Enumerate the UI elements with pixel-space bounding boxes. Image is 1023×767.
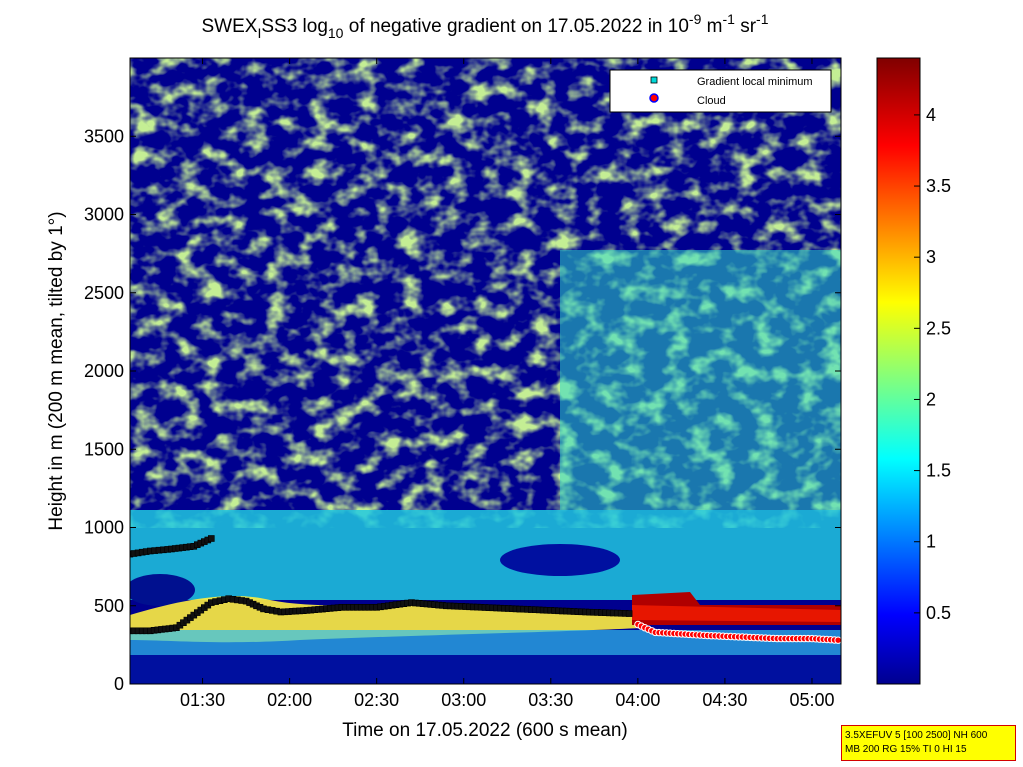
y-tick-label: 500	[94, 596, 124, 616]
legend-cloud-label: Cloud	[697, 95, 726, 107]
x-axis-title: Time on 17.05.2022 (600 s mean)	[342, 720, 628, 741]
x-tick-label: 04:30	[702, 690, 747, 710]
gradient-minimum-point	[208, 535, 215, 542]
y-tick-label: 3000	[84, 205, 124, 225]
colorbar-axis: 0.5 1 1.5 2 2.5 3 3.5 4	[914, 105, 951, 623]
x-axis: 01:30 02:00 02:30 03:00 03:30 04:00 04:30 05:00	[180, 58, 834, 710]
x-tick-label: 03:00	[441, 690, 486, 710]
colorbar-tick-label: 1	[926, 532, 936, 552]
legend-gradient-label: Gradient local minimum	[697, 76, 813, 88]
legend-cloud-marker	[649, 93, 659, 103]
x-tick-label: 02:00	[267, 690, 312, 710]
colorbar-tick-label: 2	[926, 389, 936, 409]
y-tick-label: 2000	[84, 361, 124, 381]
x-tick-label: 03:30	[528, 690, 573, 710]
gradient-minimum-point	[625, 610, 633, 617]
x-tick-label: 04:00	[615, 690, 660, 710]
y-tick-label: 1000	[84, 518, 124, 538]
y-tick-label: 0	[114, 674, 124, 694]
colorbar-tick-label: 3.5	[926, 176, 951, 196]
y-tick-label: 3500	[84, 126, 124, 146]
y-tick-label: 2500	[84, 283, 124, 303]
info-line-2: MB 200 RG 15% TI 0 HI 15	[845, 744, 967, 755]
chart-title: SWEXISS3 log10 of negative gradient on 1…	[202, 11, 769, 41]
legend: Gradient local minimum Cloud	[609, 69, 832, 113]
colorbar	[876, 57, 921, 685]
cloud-point	[834, 636, 841, 644]
info-box: 3.5XEFUV 5 [100 2500] NH 600 MB 200 RG 1…	[841, 725, 1016, 761]
heatmap-field	[130, 58, 841, 684]
info-line-1: 3.5XEFUV 5 [100 2500] NH 600	[845, 730, 988, 741]
legend-gradient-marker	[650, 76, 658, 84]
colorbar-tick-label: 2.5	[926, 318, 951, 338]
colorbar-tick-label: 3	[926, 247, 936, 267]
y-axis-title: Height in m (200 m mean, tilted by 1°)	[46, 211, 67, 530]
marks-layer	[130, 535, 841, 644]
y-tick-label: 1500	[84, 439, 124, 459]
x-tick-label: 05:00	[789, 690, 834, 710]
colorbar-tick-label: 4	[926, 105, 936, 125]
x-tick-label: 02:30	[354, 690, 399, 710]
colorbar-tick-label: 1.5	[926, 461, 951, 481]
y-axis: 0 500 1000 1500 2000 2500 3000 3500	[84, 126, 841, 694]
colorbar-tick-label: 0.5	[926, 603, 951, 623]
x-tick-label: 01:30	[180, 690, 225, 710]
